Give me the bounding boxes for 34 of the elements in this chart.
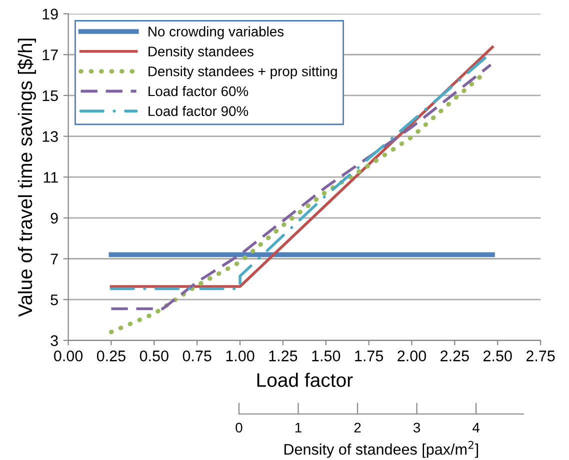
y-tick-label: 13 bbox=[42, 131, 58, 142]
x-tick-label: 2.00 bbox=[398, 350, 426, 362]
x-axis-title: Load factor bbox=[257, 372, 353, 387]
x-tick-label: 0.00 bbox=[54, 350, 83, 362]
legend-label: Density standees bbox=[148, 46, 254, 60]
legend-label: No crowding variables bbox=[148, 26, 284, 40]
x-tick-label: 0.50 bbox=[140, 350, 168, 362]
legend-label: Load factor 60% bbox=[148, 86, 248, 96]
x2-tick-label: 2 bbox=[354, 422, 361, 432]
y-tick-label: 17 bbox=[42, 50, 58, 60]
y-tick-label: 15 bbox=[42, 90, 58, 102]
x2-tick-label: 1 bbox=[295, 422, 302, 432]
x-tick-label: 1.75 bbox=[355, 350, 384, 362]
legend-label: Load factor 90% bbox=[148, 106, 248, 116]
y-tick-label: 9 bbox=[50, 212, 58, 224]
y-tick-label: 7 bbox=[50, 254, 58, 264]
legend-label: Density standees + prop sitting bbox=[148, 66, 337, 80]
x2-axis-title: Density of standees [pax/m$^{2}$] bbox=[284, 440, 478, 458]
x-tick-label: 2.75 bbox=[526, 350, 555, 362]
x-tick-label: 1.00 bbox=[226, 350, 254, 362]
x-tick-label: 2.25 bbox=[440, 350, 469, 362]
x2-tick-label: 3 bbox=[413, 422, 420, 433]
x2-tick-label: 4 bbox=[472, 422, 480, 432]
y-tick-label: 5 bbox=[50, 294, 58, 306]
x2-tick-label: 0 bbox=[236, 422, 242, 433]
x-tick-label: 1.25 bbox=[269, 350, 298, 362]
x-tick-label: 1.50 bbox=[312, 350, 340, 362]
x-tick-label: 2.50 bbox=[484, 350, 512, 362]
y-tick-label: 11 bbox=[44, 172, 58, 183]
y-axis-title: Value of travel time savings [$/h] bbox=[18, 38, 36, 317]
y-tick-label: 3 bbox=[50, 335, 58, 346]
x-tick-label: 0.25 bbox=[96, 350, 126, 362]
y-tick-label: 19 bbox=[42, 8, 58, 20]
x-tick-label: 0.75 bbox=[182, 350, 212, 362]
